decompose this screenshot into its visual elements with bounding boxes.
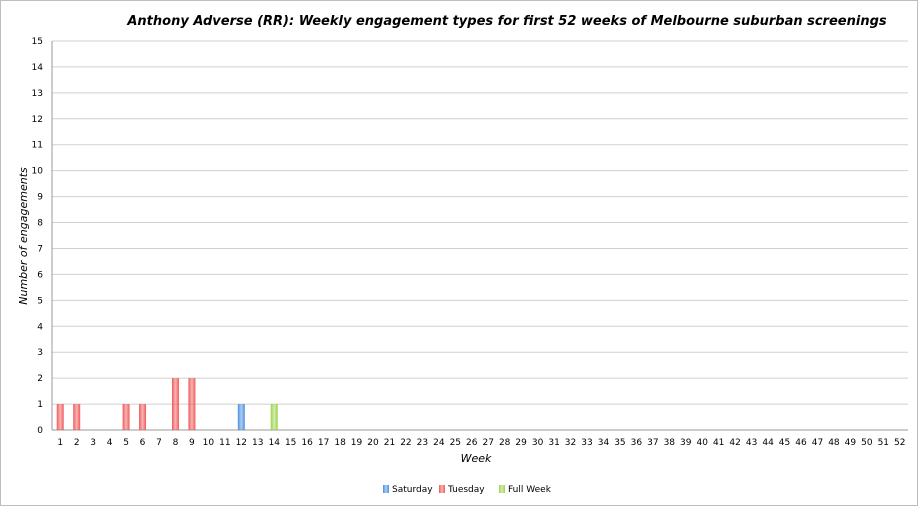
x-tick-label: 45	[779, 438, 790, 448]
x-tick-label: 18	[334, 438, 346, 448]
x-tick-label: 51	[878, 438, 889, 448]
x-tick-label: 2	[74, 438, 80, 448]
x-tick-label: 15	[285, 438, 296, 448]
x-tick-label: 28	[499, 438, 511, 448]
x-tick-label: 24	[433, 438, 445, 448]
y-tick-label: 8	[37, 219, 43, 229]
x-tick-label: 17	[318, 438, 329, 448]
x-tick-label: 33	[581, 438, 592, 448]
bar-tuesday-week-5	[122, 404, 130, 430]
x-tick-label: 36	[631, 438, 643, 448]
x-tick-label: 35	[614, 438, 625, 448]
x-tick-label: 4	[107, 438, 113, 448]
x-tick-label: 32	[565, 438, 576, 448]
x-tick-label: 13	[252, 438, 263, 448]
x-tick-labels: 1 2 3 4 5 6 7 8 9 10 11 12 13 14 15 16 17 18 19 20 21 22 23 24 2…	[57, 438, 905, 448]
x-tick-label: 19	[351, 438, 363, 448]
x-tick-label: 37	[647, 438, 658, 448]
x-tick-label: 25	[450, 438, 461, 448]
x-tick-label: 14	[269, 438, 281, 448]
x-tick-label: 22	[400, 438, 411, 448]
y-tick-label: 14	[32, 63, 44, 73]
x-tick-label: 30	[532, 438, 544, 448]
bar-saturday-week-12	[237, 404, 245, 430]
bar-tuesday-week-6	[139, 404, 147, 430]
bar-tuesday-week-2	[73, 404, 81, 430]
x-tick-label: 8	[173, 438, 179, 448]
x-tick-label: 12	[236, 438, 247, 448]
x-tick-label: 44	[762, 438, 774, 448]
x-tick-label: 23	[417, 438, 428, 448]
x-tick-label: 27	[483, 438, 494, 448]
x-tick-label: 42	[729, 438, 740, 448]
x-tick-label: 46	[795, 438, 807, 448]
x-tick-label: 31	[548, 438, 559, 448]
x-tick-label: 5	[123, 438, 129, 448]
y-tick-label: 12	[32, 115, 43, 125]
y-tick-label: 5	[37, 296, 43, 306]
x-tick-label: 29	[515, 438, 527, 448]
legend-swatch-saturday	[383, 485, 389, 493]
x-tick-label: 52	[894, 438, 905, 448]
bars	[56, 378, 278, 430]
x-tick-label: 41	[713, 438, 724, 448]
legend-swatch-full-week	[499, 485, 505, 493]
bar-full-week-week-14	[270, 404, 278, 430]
x-tick-label: 6	[140, 438, 146, 448]
y-tick-label: 0	[37, 426, 43, 436]
x-tick-label: 7	[156, 438, 162, 448]
x-tick-label: 34	[598, 438, 610, 448]
y-tick-label: 2	[37, 374, 43, 384]
bar-tuesday-week-9	[188, 378, 196, 430]
x-tick-label: 49	[845, 438, 857, 448]
bar-tuesday-week-8	[171, 378, 179, 430]
y-tick-label: 9	[37, 193, 43, 203]
x-tick-label: 39	[680, 438, 692, 448]
y-tick-label: 3	[37, 348, 43, 358]
x-tick-label: 3	[90, 438, 96, 448]
gridlines	[51, 40, 908, 431]
x-tick-label: 43	[746, 438, 757, 448]
y-tick-label: 6	[37, 270, 43, 280]
x-tick-label: 38	[664, 438, 676, 448]
x-tick-label: 20	[367, 438, 379, 448]
x-tick-label: 47	[812, 438, 823, 448]
y-tick-label: 15	[32, 37, 43, 47]
legend-label: Tuesday	[447, 485, 485, 495]
x-tick-label: 9	[189, 438, 195, 448]
x-tick-label: 48	[828, 438, 840, 448]
x-axis-label: Week	[461, 452, 492, 465]
legend: Saturday Tuesday Full Week	[383, 485, 552, 495]
x-tick-label: 16	[301, 438, 313, 448]
y-axis-label: Number of engagements	[17, 167, 30, 305]
x-tick-label: 21	[384, 438, 395, 448]
x-tick-label: 26	[466, 438, 478, 448]
legend-label: Full Week	[508, 485, 552, 495]
x-tick-label: 10	[203, 438, 215, 448]
bar-tuesday-week-1	[56, 404, 64, 430]
y-tick-label: 11	[32, 141, 43, 151]
y-tick-label: 13	[32, 89, 43, 99]
legend-swatch-tuesday	[439, 485, 445, 493]
y-tick-label: 1	[37, 400, 43, 410]
x-tick-label: 1	[57, 438, 63, 448]
x-tick-label: 50	[861, 438, 873, 448]
legend-label: Saturday	[392, 485, 433, 495]
y-tick-label: 10	[32, 167, 44, 177]
y-tick-label: 7	[37, 244, 43, 254]
chart-title: Anthony Adverse (RR): Weekly engagement …	[126, 14, 887, 29]
x-tick-label: 11	[219, 438, 230, 448]
y-tick-label: 4	[37, 322, 43, 332]
x-tick-label: 40	[697, 438, 709, 448]
